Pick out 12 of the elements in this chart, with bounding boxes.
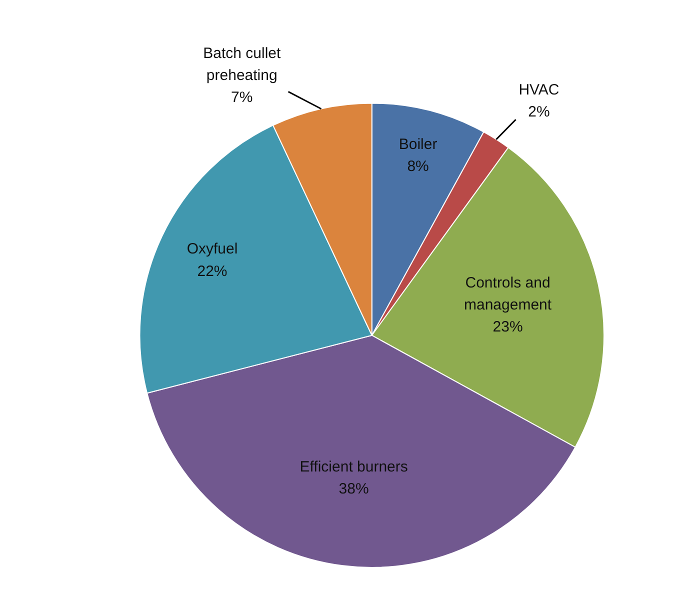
data-label: 8% [407, 158, 429, 176]
slice-label: Batch cullet preheating [203, 44, 282, 84]
slice-label: Oxyfuel [186, 240, 238, 258]
data-label: 38% [338, 480, 369, 498]
slice-label: HVAC [518, 81, 560, 98]
data-label: 7% [231, 89, 253, 106]
data-label: 2% [528, 104, 550, 121]
slice-label: Controls and management [464, 274, 552, 314]
slice-label: Boiler [398, 136, 438, 153]
data-label: 22% [197, 262, 228, 280]
data-label: 23% [492, 318, 523, 336]
slice-label: Efficient burners [300, 458, 408, 476]
